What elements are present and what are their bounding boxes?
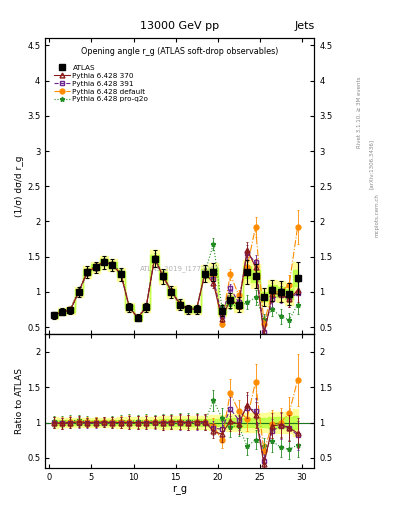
Legend: ATLAS, Pythia 6.428 370, Pythia 6.428 391, Pythia 6.428 default, Pythia 6.428 pr: ATLAS, Pythia 6.428 370, Pythia 6.428 39… bbox=[51, 62, 151, 104]
Y-axis label: Ratio to ATLAS: Ratio to ATLAS bbox=[15, 368, 24, 434]
Text: 13000 GeV pp: 13000 GeV pp bbox=[140, 21, 219, 31]
Text: [arXiv:1306.3436]: [arXiv:1306.3436] bbox=[369, 139, 374, 189]
Text: Rivet 3.1.10, ≥ 3M events: Rivet 3.1.10, ≥ 3M events bbox=[357, 77, 362, 148]
X-axis label: r_g: r_g bbox=[172, 485, 187, 495]
Text: mcplots.cern.ch: mcplots.cern.ch bbox=[375, 193, 380, 237]
Text: ATLAS_2019_I1772062: ATLAS_2019_I1772062 bbox=[140, 266, 220, 272]
Text: Opening angle r_g (ATLAS soft-drop observables): Opening angle r_g (ATLAS soft-drop obser… bbox=[81, 47, 279, 56]
Text: Jets: Jets bbox=[294, 21, 314, 31]
Y-axis label: (1/σ) dσ/d r_g: (1/σ) dσ/d r_g bbox=[15, 156, 24, 217]
